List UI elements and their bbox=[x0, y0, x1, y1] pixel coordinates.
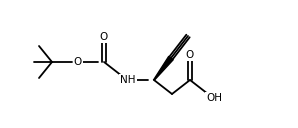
Text: OH: OH bbox=[206, 93, 222, 103]
Text: O: O bbox=[74, 57, 82, 67]
Polygon shape bbox=[154, 56, 173, 80]
Text: O: O bbox=[186, 50, 194, 60]
Text: NH: NH bbox=[120, 75, 136, 85]
Text: O: O bbox=[100, 32, 108, 42]
